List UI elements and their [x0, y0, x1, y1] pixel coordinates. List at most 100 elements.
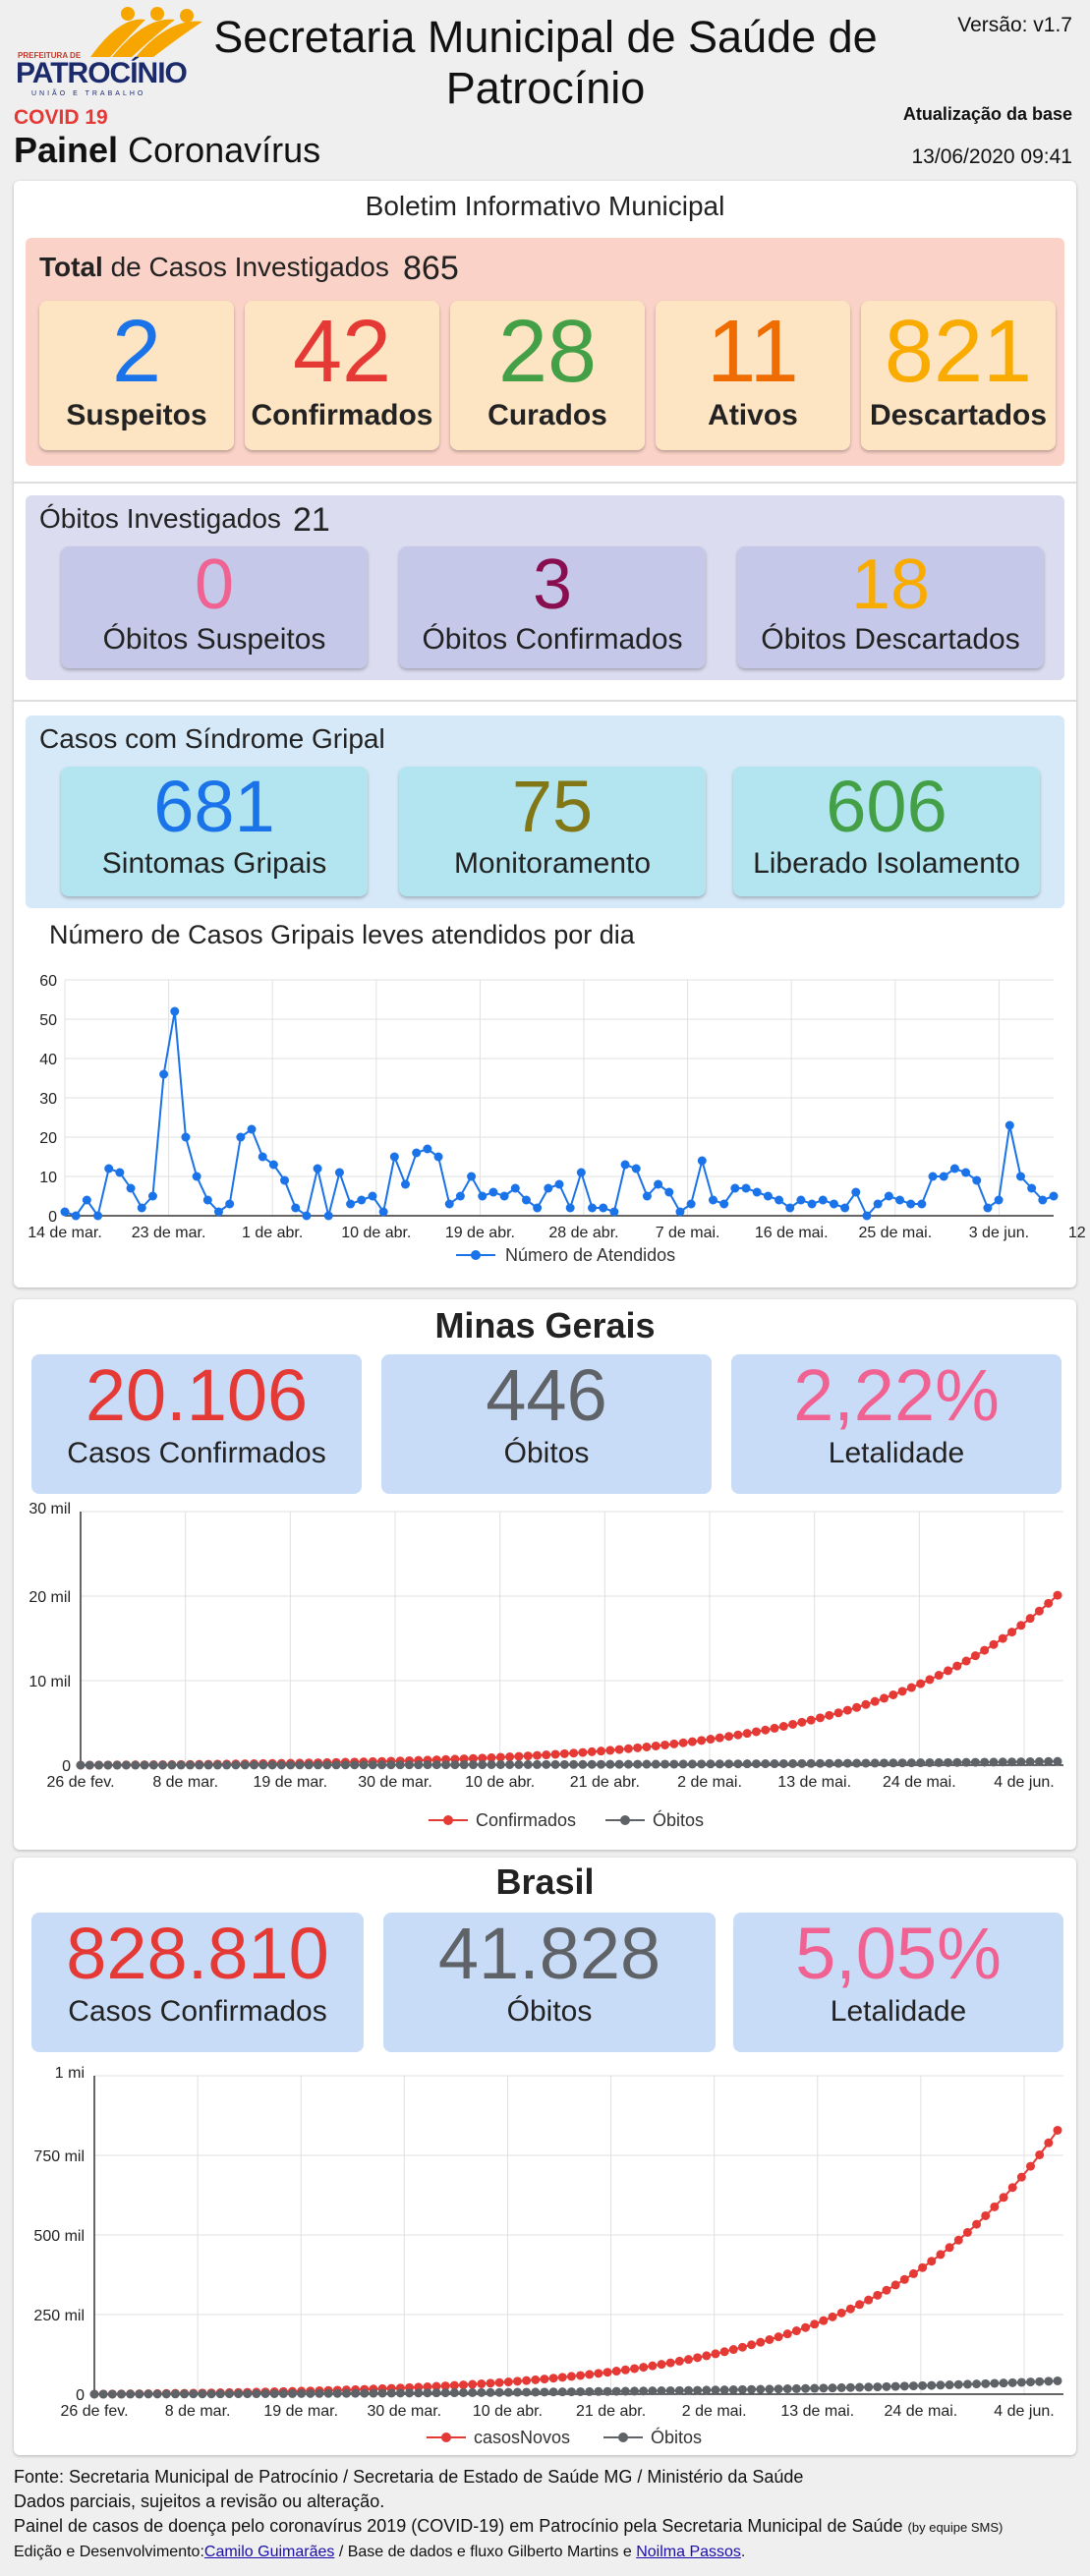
data-point [260, 2389, 270, 2399]
card-confirmados: 42 Confirmados [245, 301, 439, 450]
data-point [414, 2388, 424, 2398]
data-point [302, 1211, 312, 1221]
footer-credits: Edição e Desenvolvimento:Camilo Guimarãe… [14, 2540, 1003, 2564]
data-point [487, 1759, 496, 1769]
data-point [566, 2372, 576, 2381]
data-point [185, 1760, 195, 1770]
data-point [825, 1710, 834, 1720]
legend-label: casosNovos [474, 2428, 570, 2447]
data-point [267, 1760, 277, 1770]
data-point [605, 1759, 615, 1769]
data-point [797, 1758, 807, 1768]
data-point [761, 1759, 771, 1769]
data-point [286, 1760, 296, 1770]
author-link-noilma[interactable]: Noilma Passos [636, 2544, 741, 2560]
confirmados-value: 42 [292, 303, 392, 401]
data-point [278, 2388, 288, 2398]
data-point [939, 1172, 948, 1181]
data-point [765, 2384, 774, 2394]
data-point [531, 2387, 541, 2397]
data-point [972, 2219, 982, 2229]
update-label: Atualização da base [902, 104, 1072, 124]
data-point [212, 1760, 222, 1770]
data-point [761, 1725, 771, 1735]
data-point [1016, 2172, 1026, 2182]
data-point [322, 1760, 332, 1770]
data-point [756, 2337, 766, 2347]
author-link-camilo[interactable]: Camilo Guimarães [203, 2544, 335, 2560]
data-point [521, 1195, 531, 1205]
data-point [733, 1730, 743, 1740]
logo-figures-icon [90, 7, 202, 57]
data-point [801, 2383, 811, 2393]
data-point [651, 1741, 660, 1750]
data-point [566, 2387, 576, 2397]
data-point [449, 2380, 459, 2390]
data-point [346, 1199, 356, 1209]
data-point [674, 2356, 684, 2366]
data-point [554, 1179, 564, 1189]
y-tick-label: 20 [39, 1130, 57, 1147]
data-point [829, 1199, 838, 1209]
curados-label: Curados [488, 399, 607, 431]
y-tick-label: 1 mi [55, 2065, 85, 2082]
mg-letalidade-label: Letalidade [828, 1437, 965, 1469]
data-point [533, 1203, 543, 1213]
card-monitoramento: 75 Monitoramento [399, 767, 706, 896]
data-point [359, 1760, 369, 1770]
data-point [268, 1160, 278, 1170]
y-tick-label: 10 mil [29, 1674, 71, 1690]
y-tick-label: 0 [76, 2387, 85, 2404]
data-point [234, 2389, 244, 2399]
data-point [468, 2387, 478, 2397]
data-point [1034, 1606, 1044, 1616]
data-point [747, 2340, 757, 2350]
data-point [774, 1195, 784, 1205]
data-point [715, 1733, 724, 1743]
data-point [999, 2193, 1008, 2203]
data-point [801, 2322, 811, 2332]
br-card-casos: 828.810 Casos Confirmados [31, 1913, 364, 2052]
data-point [788, 1719, 798, 1729]
data-point [594, 2369, 603, 2378]
logo-prefeitura-text: PREFEITURA DE [18, 51, 82, 60]
data-point [280, 1175, 290, 1185]
data-point [778, 1758, 788, 1768]
data-point [1026, 2377, 1036, 2387]
data-point [724, 1759, 734, 1769]
data-point [368, 1191, 377, 1201]
data-point [1016, 1757, 1026, 1767]
br-casos-value: 828.810 [66, 1913, 329, 1994]
data-point [855, 2382, 865, 2392]
x-tick-label: 13 de mai. [777, 1774, 851, 1791]
card-liberado-isolamento: 606 Liberado Isolamento [733, 767, 1040, 896]
data-point [882, 2285, 891, 2295]
data-point [620, 1160, 630, 1170]
data-point [683, 2355, 693, 2365]
data-point [825, 1758, 834, 1768]
data-point [770, 1759, 779, 1769]
data-point [495, 1752, 505, 1762]
data-point [599, 1203, 608, 1213]
y-tick-label: 50 [39, 1012, 57, 1029]
footer-credits-prefix: Edição e Desenvolvimento: [14, 2544, 204, 2560]
data-point [1038, 1195, 1048, 1205]
data-point [1053, 1756, 1062, 1766]
data-point [431, 2388, 441, 2398]
data-point [192, 1172, 201, 1181]
data-point [605, 1746, 615, 1755]
data-point [639, 2363, 649, 2373]
footer: Fonte: Secretaria Municipal de Patrocíni… [14, 2465, 1003, 2564]
data-point [112, 1760, 122, 1770]
data-point [908, 2381, 918, 2391]
data-point [998, 1633, 1007, 1643]
data-point [648, 2361, 658, 2371]
data-point [369, 2388, 378, 2398]
data-point [276, 1760, 286, 1770]
data-point [998, 1757, 1007, 1767]
data-point [478, 1760, 488, 1770]
data-point [657, 2386, 666, 2396]
data-point [250, 1760, 259, 1770]
data-point [763, 1191, 773, 1201]
data-point [332, 2388, 342, 2398]
